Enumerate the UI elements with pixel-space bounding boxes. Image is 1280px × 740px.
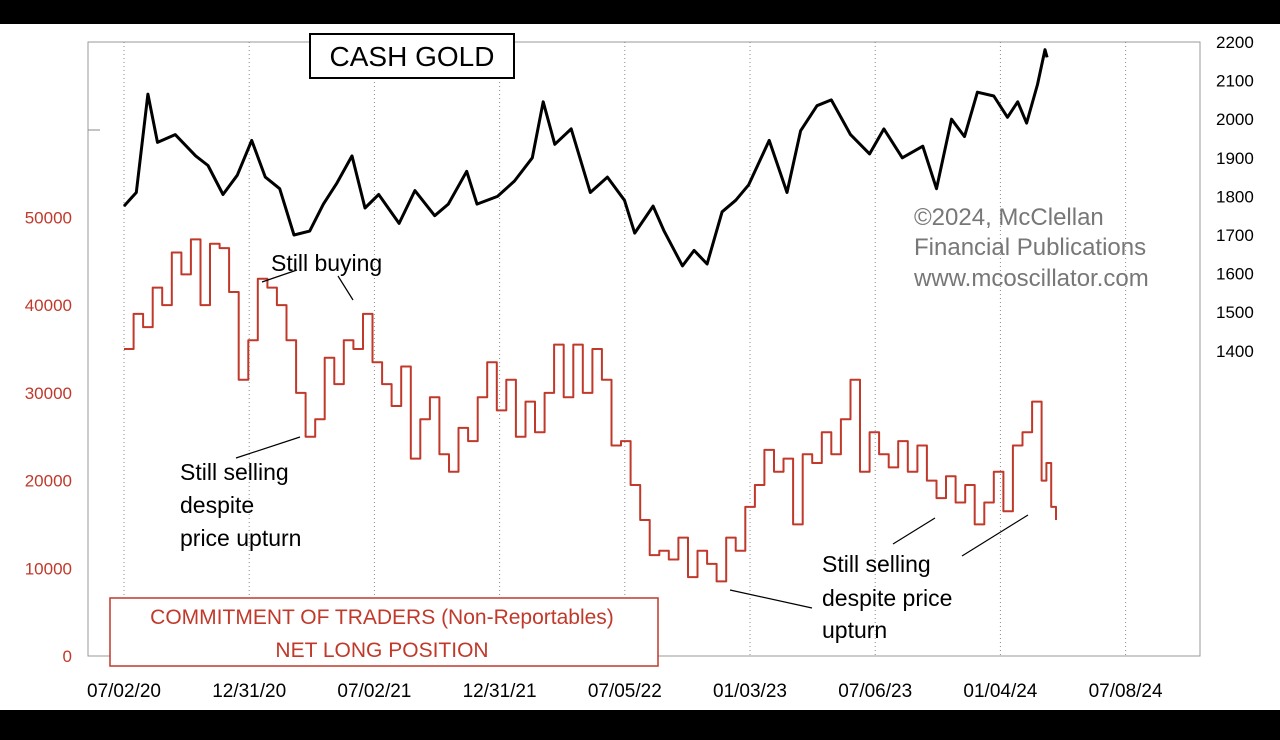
left-tick-label: 10000 bbox=[25, 559, 72, 578]
right-tick-label: 1700 bbox=[1216, 226, 1254, 245]
cot-label-box bbox=[109, 597, 659, 667]
right-tick-label: 1500 bbox=[1216, 303, 1254, 322]
left-tick-label: 30000 bbox=[25, 384, 72, 403]
annotation-still-selling-left-1: Still selling bbox=[180, 459, 289, 485]
cot-label-line-2: NET LONG POSITION bbox=[275, 639, 488, 662]
credit-line-2: Financial Publications bbox=[914, 234, 1146, 261]
left-tick-label: 0 bbox=[63, 647, 72, 666]
right-tick-label: 2000 bbox=[1216, 110, 1254, 129]
credit-line-3: www.mcoscillator.com bbox=[913, 265, 1149, 292]
chart-title: CASH GOLD bbox=[330, 41, 495, 72]
x-tick-label: 07/02/20 bbox=[87, 681, 161, 702]
right-tick-label: 2100 bbox=[1216, 72, 1254, 91]
x-tick-label: 07/02/21 bbox=[337, 681, 411, 702]
annotation-still-selling-left-2: despite bbox=[180, 492, 254, 518]
annotation-still-selling-right-pointer-1 bbox=[892, 517, 936, 545]
plot-area bbox=[87, 41, 1201, 657]
annotation-still-buying-pointer-2 bbox=[337, 275, 354, 301]
x-tick-label: 07/06/23 bbox=[838, 681, 912, 702]
right-tick-label: 1600 bbox=[1216, 265, 1254, 284]
right-axis-ticks: 1400 1500 1600 1700 1800 1900 2000 2100 2200 bbox=[1216, 33, 1254, 361]
annotation-still-selling-left-pointer bbox=[235, 436, 301, 459]
right-tick-label: 2200 bbox=[1216, 33, 1254, 52]
annotation-still-selling-right-pointer-2 bbox=[961, 514, 1029, 557]
x-tick-label: 12/31/20 bbox=[212, 681, 286, 702]
cot-net-long-line bbox=[124, 238, 1057, 583]
x-tick-label: 01/04/24 bbox=[963, 681, 1037, 702]
x-tick-label: 07/08/24 bbox=[1089, 681, 1163, 702]
cot-label-line-1: COMMITMENT OF TRADERS (Non-Reportables) bbox=[150, 606, 614, 629]
left-tick-label: 20000 bbox=[25, 472, 72, 491]
annotation-still-buying-pointer-1 bbox=[261, 269, 298, 283]
x-tick-label: 01/03/23 bbox=[713, 681, 787, 702]
right-tick-label: 1400 bbox=[1216, 342, 1254, 361]
right-tick-label: 1800 bbox=[1216, 187, 1254, 206]
x-tick-label: 12/31/21 bbox=[463, 681, 537, 702]
left-tick-label: 40000 bbox=[25, 296, 72, 315]
chart-title-box bbox=[309, 33, 515, 79]
annotation-still-selling-right-3: upturn bbox=[822, 617, 887, 643]
x-tick-label: 07/05/22 bbox=[588, 681, 662, 702]
left-tick-label: 50000 bbox=[25, 208, 72, 227]
credit-line-1: ©2024, McClellan bbox=[914, 204, 1104, 231]
x-axis-ticks: 07/02/20 12/31/20 07/02/21 12/31/21 07/05/22… bbox=[87, 681, 1163, 702]
annotation-still-buying: Still buying bbox=[271, 250, 382, 276]
annotation-still-selling-right-1: Still selling bbox=[822, 551, 931, 577]
annotation-still-selling-left-3: price upturn bbox=[180, 525, 301, 551]
cash-gold-price-line bbox=[122, 48, 1049, 268]
chart-frame: 0 10000 20000 30000 40000 50000 1400 1500 1600 1… bbox=[0, 24, 1280, 710]
annotation-still-selling-right-pointer-3 bbox=[729, 589, 813, 609]
right-tick-label: 1900 bbox=[1216, 149, 1254, 168]
left-axis-ticks: 0 10000 20000 30000 40000 50000 bbox=[25, 129, 100, 666]
annotation-still-selling-right-2: despite price bbox=[822, 585, 952, 611]
